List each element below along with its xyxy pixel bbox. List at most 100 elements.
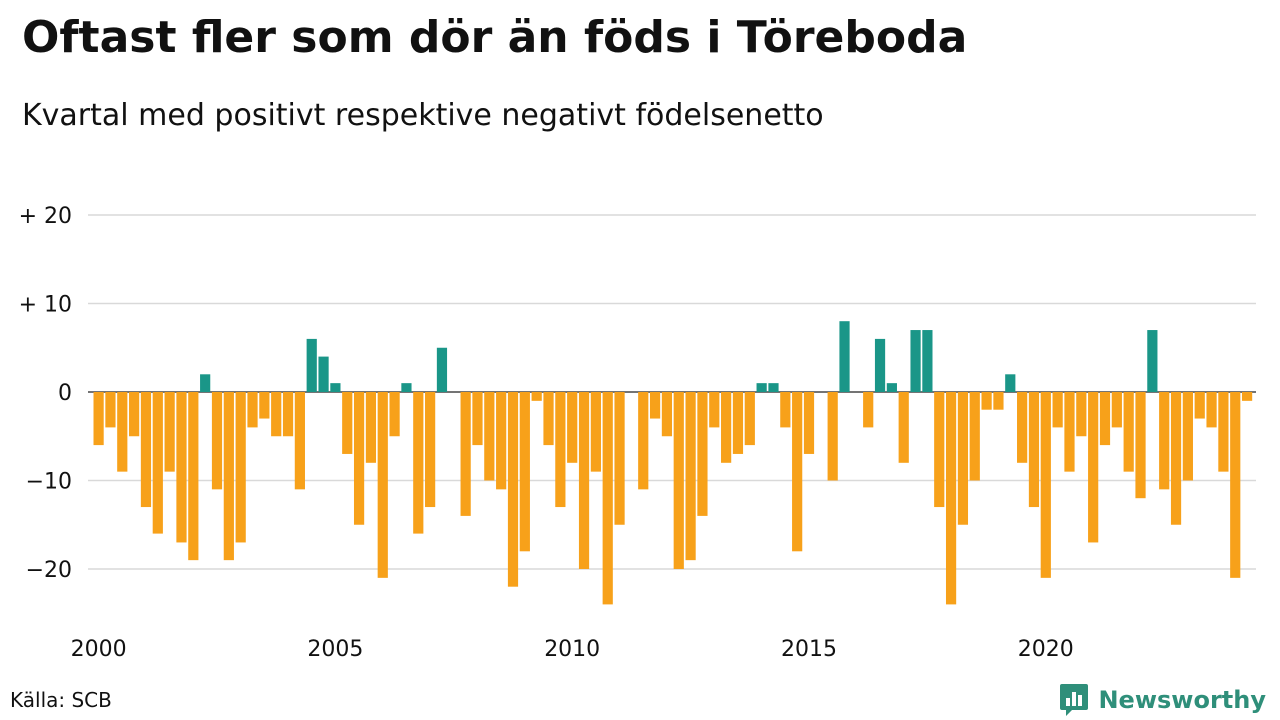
bar [957,392,969,525]
x-tick-label: 2020 [1018,637,1074,662]
bar [294,392,305,490]
bar [602,392,613,605]
bar [1052,392,1063,428]
bar [744,392,755,446]
bar [981,392,992,410]
bar [425,392,436,508]
bar [1005,374,1016,392]
bar [1170,392,1182,525]
bar [1123,392,1134,472]
y-tick-label: + 20 [19,204,72,229]
bar [330,383,341,392]
bar [1111,392,1122,428]
bar [484,392,495,481]
chart-title: Oftast fler som dör än föds i Töreboda [22,12,968,63]
bar [1194,392,1205,419]
bar [129,392,140,437]
bar [93,392,104,446]
brand-logo: Newsworthy [1058,682,1266,718]
bar [1076,392,1087,437]
bar [590,392,601,472]
source-note: Källa: SCB [10,688,112,712]
bar [1147,330,1158,392]
bar [105,392,116,428]
y-tick-label: + 10 [19,293,72,318]
bar [1135,392,1146,499]
bar [496,392,507,490]
bar [342,392,353,454]
bar [1230,392,1241,578]
bar [803,392,815,454]
bar [401,383,412,392]
bar [389,392,400,437]
bar [673,392,684,569]
bar [1040,392,1051,578]
bar [768,383,779,392]
brand-name: Newsworthy [1098,686,1266,714]
bar [282,392,294,437]
bar [638,392,649,490]
bar [697,392,708,516]
newsworthy-chart-bubble-icon [1060,684,1089,716]
bar [519,392,530,552]
bar [1064,392,1075,472]
bar [839,321,850,392]
bar [732,392,744,454]
bar [1099,392,1111,446]
x-tick-label: 2010 [544,637,600,662]
bar [271,392,282,437]
bar [756,383,767,392]
bar [152,392,163,534]
bar [874,338,886,392]
bar [910,330,921,392]
bar [318,356,329,392]
bar [567,392,578,463]
bar [164,392,175,472]
bar [922,330,933,392]
bar [969,392,980,481]
bar [1017,392,1028,463]
bar [117,392,128,472]
y-tick-label: −20 [26,558,72,583]
bar [235,392,246,543]
bar [945,392,957,605]
bar [188,392,199,561]
bar [223,392,234,561]
bar [827,392,838,481]
y-tick-label: −10 [26,470,72,495]
bar [792,392,803,552]
y-tick-label: 0 [58,381,72,406]
bar [176,392,187,543]
bar [721,392,732,463]
bar [247,392,258,428]
bar [259,392,270,419]
bar [353,392,365,525]
bar [898,392,909,463]
bar [507,392,519,587]
bar [436,347,448,392]
bar [543,392,554,446]
chart-subtitle: Kvartal med positivt respektive negativt… [22,98,824,133]
bar [1159,392,1170,490]
bar [1241,392,1253,401]
x-tick-label: 2015 [781,637,837,662]
bar [780,392,791,428]
bar [709,392,720,428]
bar [365,392,377,463]
bar [200,374,211,392]
bar [578,392,590,569]
bar [1088,392,1099,543]
bar [1206,392,1217,428]
bar [649,392,661,419]
bar [306,338,317,392]
bar [377,392,388,578]
bar [614,392,625,525]
bar [863,392,874,428]
bar [472,392,483,446]
bar [460,392,471,516]
bar [993,392,1004,410]
bar [685,392,696,561]
bar [661,392,673,437]
bar [934,392,945,508]
bar [1028,392,1040,508]
